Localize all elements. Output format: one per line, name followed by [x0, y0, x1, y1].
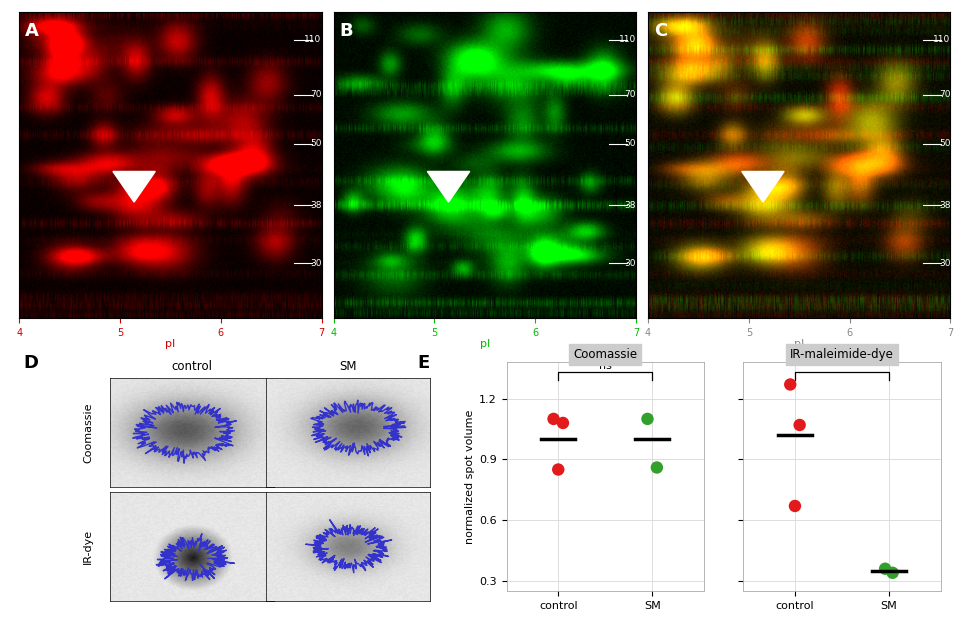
- Text: 38: 38: [310, 201, 322, 210]
- Polygon shape: [742, 171, 784, 202]
- Text: 70: 70: [939, 90, 950, 100]
- Polygon shape: [427, 171, 469, 202]
- Text: 38: 38: [624, 201, 636, 210]
- Text: B: B: [340, 22, 353, 40]
- Text: 50: 50: [310, 139, 322, 149]
- Text: 30: 30: [624, 259, 636, 268]
- Text: 110: 110: [618, 35, 636, 45]
- Text: E: E: [418, 355, 430, 373]
- Text: 50: 50: [624, 139, 636, 149]
- Text: 38: 38: [939, 201, 950, 210]
- Text: A: A: [25, 22, 39, 40]
- Text: 30: 30: [310, 259, 322, 268]
- Text: 50: 50: [939, 139, 950, 149]
- Text: SM: SM: [339, 360, 357, 373]
- Text: 70: 70: [310, 90, 322, 100]
- Text: control: control: [171, 360, 212, 373]
- Text: C: C: [654, 22, 667, 40]
- Text: D: D: [23, 355, 38, 373]
- Text: 30: 30: [939, 259, 950, 268]
- Polygon shape: [113, 171, 156, 202]
- Text: IR-dye: IR-dye: [84, 529, 93, 565]
- Text: 70: 70: [624, 90, 636, 100]
- X-axis label: pI: pI: [794, 339, 804, 349]
- X-axis label: pI: pI: [165, 339, 176, 349]
- X-axis label: pI: pI: [480, 339, 490, 349]
- Text: Coomassie: Coomassie: [84, 402, 93, 462]
- Text: 110: 110: [304, 35, 322, 45]
- Text: 110: 110: [933, 35, 950, 45]
